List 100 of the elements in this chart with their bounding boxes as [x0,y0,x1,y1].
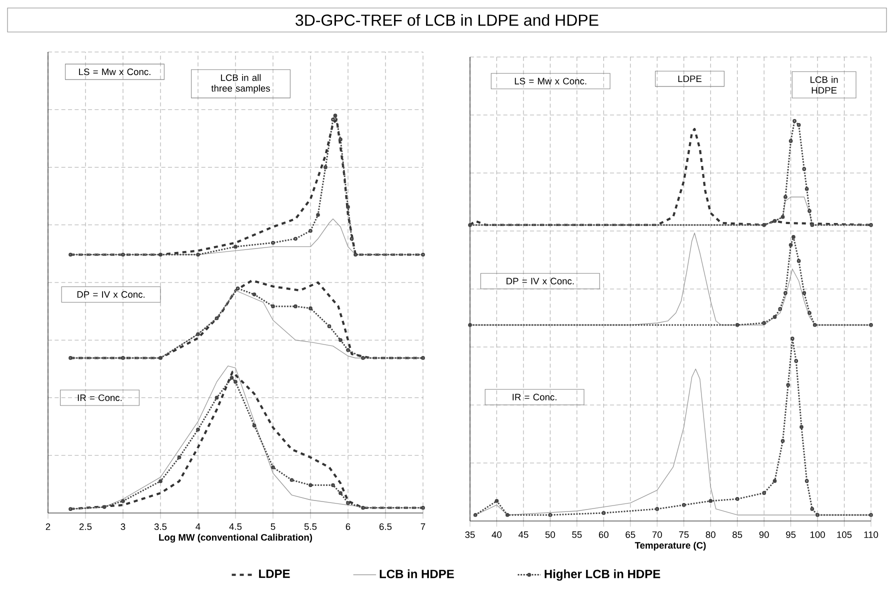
point [196,252,200,257]
point [784,195,788,199]
text: LDPE [678,76,702,82]
point [234,380,238,384]
point [308,228,312,233]
point [468,223,472,227]
point [602,511,606,515]
point [792,235,796,239]
point [796,259,801,263]
point [236,286,240,290]
point [361,506,365,510]
point [421,356,425,360]
point [784,291,788,295]
point [421,252,425,257]
legend-label: Higher LCB in HDPE [544,569,660,581]
point [816,513,820,517]
point [158,356,162,360]
point [350,236,354,241]
point [68,507,72,511]
x-tick-label: 4 [196,523,200,530]
point [234,244,238,249]
point [788,243,793,247]
x-tick-label: 75 [679,531,689,538]
point [121,252,125,257]
point [361,356,365,360]
point [505,513,510,517]
x-tick-label: 110 [864,531,878,538]
point [214,316,219,320]
point [121,499,125,503]
x-tick-label: 6 [346,523,350,530]
x-tick-label: 105 [837,531,852,538]
x-tick-label: 95 [786,531,796,538]
point [473,513,478,517]
point [308,306,312,310]
point [796,123,801,127]
point [808,209,812,213]
point [778,307,782,311]
point [792,119,796,123]
x-tick-label: 55 [572,531,582,538]
point [354,252,358,257]
point [308,483,312,488]
point [196,428,200,432]
x-tick-label: 6.5 [380,523,392,530]
point [762,223,766,227]
point [158,479,162,484]
text: LS = Mw x Conc. [79,68,150,76]
x-tick-label: 3.5 [154,523,167,530]
x-tick-label: 2 [46,523,50,530]
point [252,292,256,296]
point [494,499,499,503]
x-tick-label: 4.5 [229,523,242,530]
point [338,338,342,342]
point [735,323,740,327]
point [810,223,814,227]
x-tick-label: 85 [732,531,742,538]
point [869,513,873,517]
point [121,356,125,360]
chart-title: 3D-GPC-TREF of LCB in LDPE and HDPE [296,14,598,26]
x-tick-label: 80 [706,531,716,538]
x-tick-label: 65 [626,531,636,538]
point [333,114,338,118]
point [177,455,182,460]
point [869,223,873,227]
point [682,503,686,507]
point [869,323,873,327]
point [812,323,817,327]
point [735,497,740,501]
point [421,506,425,510]
x-axis-title: Temperature (C) [634,542,706,551]
point [780,439,785,443]
point [786,383,790,387]
point [772,479,777,483]
point [324,165,328,170]
x-tick-label: 45 [518,531,528,538]
point [338,137,342,142]
point [346,501,350,505]
point [102,505,106,509]
x-tick-label: 2.5 [79,523,92,530]
legend-label: LCB in HDPE [380,569,454,578]
point [804,479,809,483]
x-tick-label: 70 [652,531,662,538]
point [316,212,320,217]
point [468,323,472,327]
text: LCB in HDPE [810,76,838,94]
point [196,332,200,336]
point [762,491,766,495]
x-tick-label: 90 [759,531,769,538]
point [68,356,72,360]
annotation: DP = IV x Conc. [506,278,574,284]
text: LCB in all three samples [211,74,270,94]
point [294,304,298,308]
point [788,139,793,143]
x-axis-title: Log MW (conventional Calibration) [159,534,312,543]
point [810,507,814,511]
point [271,304,275,308]
point [271,465,275,470]
point [68,252,72,257]
point [802,167,806,171]
annotation: DP = IV x Conc. [77,291,145,298]
point [708,499,713,503]
